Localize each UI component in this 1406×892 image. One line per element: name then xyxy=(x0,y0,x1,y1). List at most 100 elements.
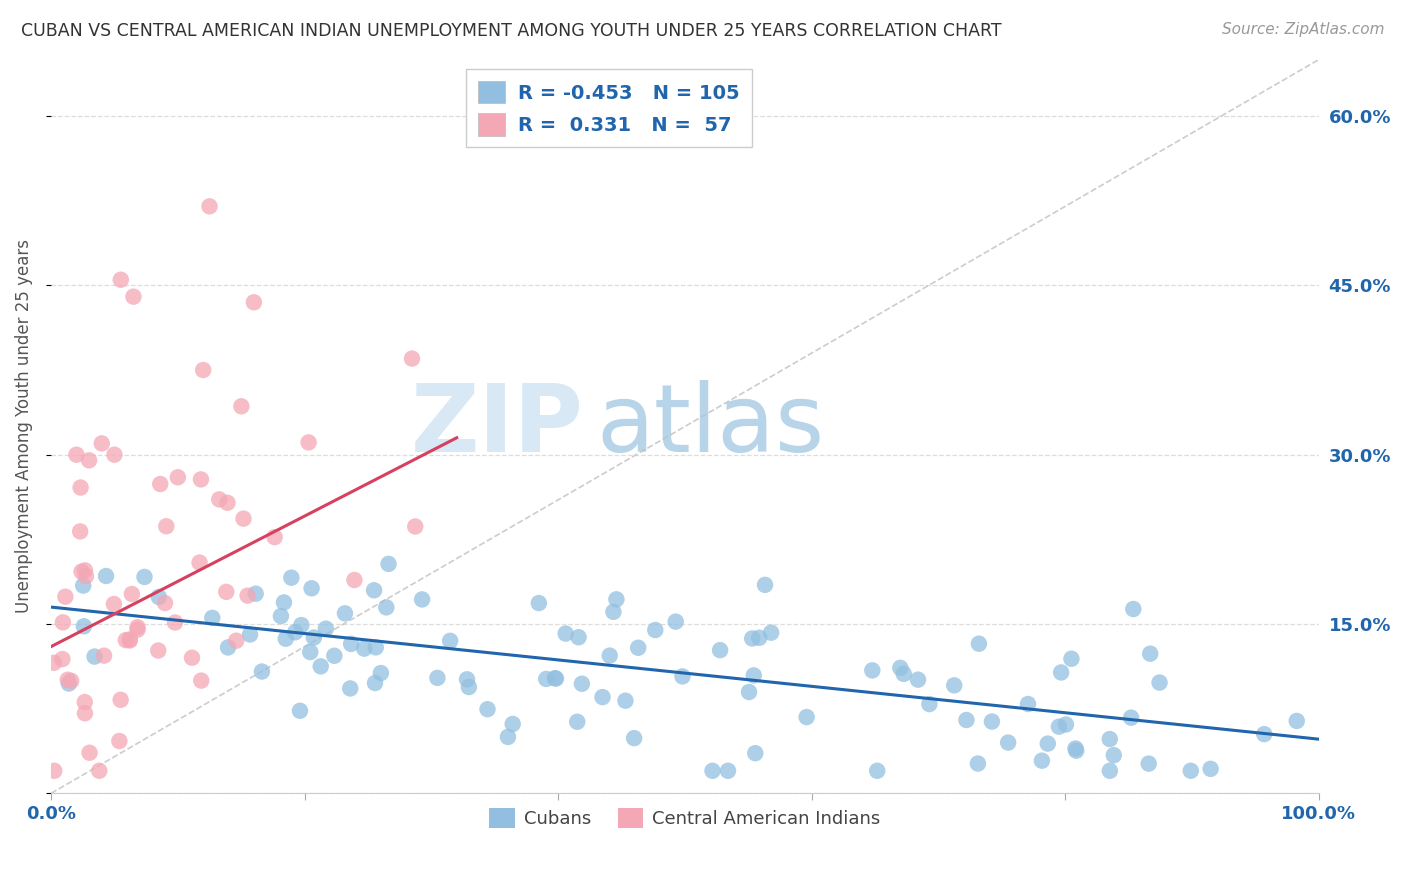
Point xyxy=(741,632,763,646)
Point xyxy=(1050,665,1073,680)
Point xyxy=(665,615,688,629)
Point xyxy=(118,632,141,647)
Point xyxy=(1199,762,1222,776)
Point xyxy=(110,693,132,707)
Point xyxy=(274,632,297,646)
Point xyxy=(103,597,125,611)
Point xyxy=(1098,732,1121,747)
Point xyxy=(364,676,387,690)
Text: ZIP: ZIP xyxy=(411,381,583,473)
Point xyxy=(190,673,212,688)
Point xyxy=(73,706,96,721)
Point xyxy=(193,363,215,377)
Point xyxy=(127,620,149,634)
Point xyxy=(860,664,883,678)
Point xyxy=(568,630,591,644)
Point xyxy=(375,600,398,615)
Point xyxy=(1060,652,1083,666)
Point xyxy=(567,714,589,729)
Point xyxy=(717,764,740,778)
Point xyxy=(245,587,267,601)
Point xyxy=(239,627,262,641)
Point xyxy=(53,590,76,604)
Point xyxy=(217,640,239,655)
Point xyxy=(110,273,132,287)
Point xyxy=(127,623,149,637)
Point xyxy=(702,764,724,778)
Point xyxy=(744,746,766,760)
Point xyxy=(627,640,650,655)
Point xyxy=(866,764,889,778)
Point xyxy=(333,607,356,621)
Point xyxy=(1180,764,1202,778)
Point xyxy=(401,351,423,366)
Point xyxy=(918,697,941,711)
Point xyxy=(148,643,170,657)
Point xyxy=(166,470,188,484)
Point xyxy=(943,678,966,692)
Point xyxy=(215,585,238,599)
Legend: Cubans, Central American Indians: Cubans, Central American Indians xyxy=(482,800,887,836)
Point xyxy=(605,592,627,607)
Point xyxy=(108,734,131,748)
Point xyxy=(121,587,143,601)
Point xyxy=(748,631,770,645)
Point xyxy=(69,524,91,539)
Point xyxy=(114,633,136,648)
Point xyxy=(1031,754,1053,768)
Point xyxy=(592,690,614,705)
Point xyxy=(1054,717,1077,731)
Point xyxy=(759,625,782,640)
Point xyxy=(754,578,776,592)
Point xyxy=(457,680,479,694)
Point xyxy=(527,596,550,610)
Point xyxy=(1098,764,1121,778)
Point xyxy=(614,694,637,708)
Point xyxy=(72,578,94,592)
Point xyxy=(225,633,247,648)
Point xyxy=(243,295,266,310)
Point xyxy=(290,618,312,632)
Point xyxy=(51,652,73,666)
Point xyxy=(297,435,319,450)
Point xyxy=(302,631,325,645)
Point xyxy=(217,496,239,510)
Point xyxy=(709,643,731,657)
Point xyxy=(79,746,101,760)
Point xyxy=(232,511,254,525)
Point xyxy=(623,731,645,746)
Point xyxy=(52,615,75,630)
Point xyxy=(796,710,818,724)
Point xyxy=(60,673,83,688)
Point xyxy=(980,714,1002,729)
Point xyxy=(496,730,519,744)
Text: Source: ZipAtlas.com: Source: ZipAtlas.com xyxy=(1222,22,1385,37)
Point xyxy=(339,681,361,696)
Point xyxy=(155,519,177,533)
Point xyxy=(198,199,221,213)
Point xyxy=(370,666,392,681)
Point xyxy=(1102,748,1125,763)
Point xyxy=(75,569,97,583)
Point xyxy=(42,656,65,670)
Point xyxy=(323,648,346,663)
Point xyxy=(967,756,990,771)
Point xyxy=(299,645,322,659)
Point xyxy=(742,668,765,682)
Point xyxy=(1047,720,1070,734)
Point xyxy=(439,633,461,648)
Point xyxy=(236,589,259,603)
Point xyxy=(502,717,524,731)
Point xyxy=(250,665,273,679)
Point xyxy=(955,713,977,727)
Point xyxy=(426,671,449,685)
Point xyxy=(571,677,593,691)
Point xyxy=(1137,756,1160,771)
Point xyxy=(118,633,141,648)
Point xyxy=(181,650,204,665)
Point xyxy=(70,565,93,579)
Point xyxy=(263,530,285,544)
Point xyxy=(89,764,111,778)
Point xyxy=(149,477,172,491)
Point xyxy=(83,649,105,664)
